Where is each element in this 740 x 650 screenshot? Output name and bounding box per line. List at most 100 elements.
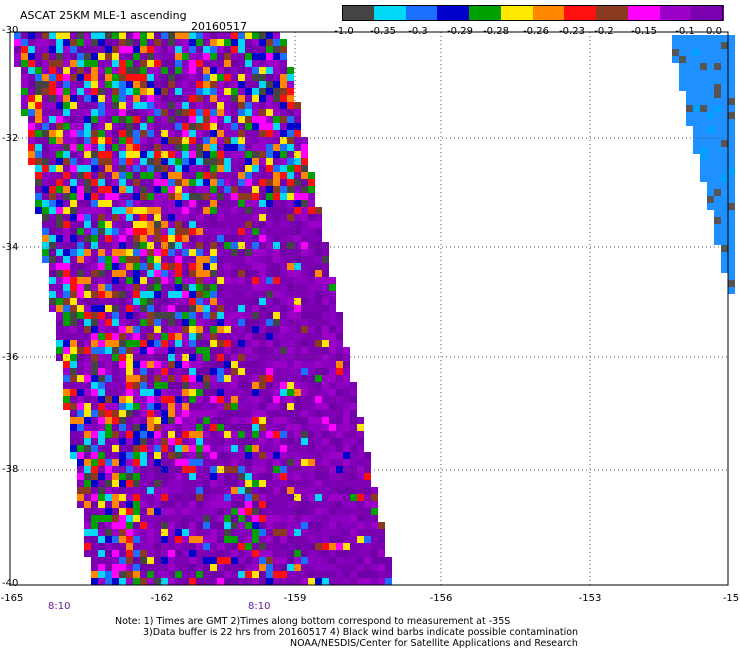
swath-cell <box>287 151 294 158</box>
swath-cell <box>84 95 91 102</box>
swath-cell <box>182 193 189 200</box>
swath-cell <box>196 158 203 165</box>
swath-cell <box>273 508 280 515</box>
swath-cell <box>224 501 231 508</box>
swath-cell <box>189 361 196 368</box>
swath-cell <box>175 368 182 375</box>
swath-cell <box>161 431 168 438</box>
swath-cell <box>133 466 140 473</box>
swath-cell <box>161 319 168 326</box>
swath-cell <box>196 480 203 487</box>
swath-cell <box>133 396 140 403</box>
swath-cell <box>196 95 203 102</box>
swath-cell <box>56 305 63 312</box>
swath-cell <box>168 347 175 354</box>
swath-cell <box>84 158 91 165</box>
swath-cell <box>182 522 189 529</box>
swath-cell <box>245 256 252 263</box>
swath-cell <box>714 147 721 154</box>
swath-cell <box>224 347 231 354</box>
swath-cell <box>112 375 119 382</box>
swath-cell <box>105 228 112 235</box>
swath-cell <box>224 228 231 235</box>
swath-cell <box>77 284 84 291</box>
swath-cell <box>161 543 168 550</box>
swath-cell <box>294 403 301 410</box>
swath-cell <box>294 193 301 200</box>
swath-cell <box>714 105 721 112</box>
swath-cell <box>273 501 280 508</box>
swath-cell <box>126 571 133 578</box>
swath-cell <box>294 116 301 123</box>
swath-cell <box>21 81 28 88</box>
swath-cell <box>63 396 70 403</box>
swath-cell <box>77 431 84 438</box>
swath-cell <box>35 130 42 137</box>
swath-cell <box>224 340 231 347</box>
swath-cell <box>147 522 154 529</box>
swath-cell <box>119 333 126 340</box>
swath-cell <box>189 74 196 81</box>
swath-cell <box>91 494 98 501</box>
swath-cell <box>322 333 329 340</box>
swath-cell <box>203 200 210 207</box>
swath-cell <box>77 95 84 102</box>
swath-cell <box>217 214 224 221</box>
swath-cell <box>287 452 294 459</box>
swath-cell <box>126 410 133 417</box>
swath-cell <box>259 130 266 137</box>
swath-cell <box>175 452 182 459</box>
swath-cell <box>203 88 210 95</box>
swath-cell <box>147 375 154 382</box>
swath-cell <box>280 256 287 263</box>
swath-cell <box>70 291 77 298</box>
swath-cell <box>259 221 266 228</box>
swath-cell <box>280 452 287 459</box>
swath-cell <box>140 522 147 529</box>
swath-cell <box>364 578 371 585</box>
swath-cell <box>728 259 735 266</box>
swath-cell <box>175 424 182 431</box>
swath-cell <box>301 529 308 536</box>
swath-cell <box>315 284 322 291</box>
swath-cell <box>161 564 168 571</box>
swath-cell <box>217 242 224 249</box>
swath-cell <box>147 494 154 501</box>
swath-cell <box>49 179 56 186</box>
swath-cell <box>714 189 721 196</box>
swath-cell <box>189 116 196 123</box>
swath-cell <box>105 333 112 340</box>
swath-cell <box>119 326 126 333</box>
swath-cell <box>63 221 70 228</box>
swath-cell <box>301 368 308 375</box>
swath-cell <box>301 333 308 340</box>
swath-cell <box>280 466 287 473</box>
swath-cell <box>161 459 168 466</box>
swath-cell <box>245 32 252 39</box>
swath-cell <box>336 354 343 361</box>
swath-cell <box>294 242 301 249</box>
swath-cell <box>378 564 385 571</box>
swath-cell <box>308 417 315 424</box>
swath-cell <box>161 522 168 529</box>
swath-cell <box>280 529 287 536</box>
swath-cell <box>217 543 224 550</box>
swath-cell <box>203 137 210 144</box>
swath-cell <box>91 60 98 67</box>
swath-cell <box>700 49 707 56</box>
swath-cell <box>161 550 168 557</box>
swath-cell <box>385 557 392 564</box>
swath-cell <box>182 340 189 347</box>
swath-cell <box>336 312 343 319</box>
swath-cell <box>238 158 245 165</box>
swath-cell <box>147 60 154 67</box>
swath-cell <box>203 95 210 102</box>
swath-cell <box>224 249 231 256</box>
swath-cell <box>70 375 77 382</box>
swath-cell <box>28 102 35 109</box>
swath-cell <box>217 473 224 480</box>
swath-cell <box>252 130 259 137</box>
swath-cell <box>238 445 245 452</box>
swath-cell <box>147 228 154 235</box>
swath-cell <box>140 354 147 361</box>
